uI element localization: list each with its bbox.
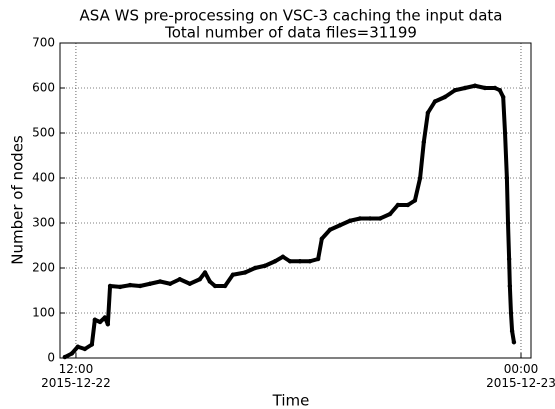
data-point <box>297 259 303 264</box>
data-point <box>511 340 517 345</box>
data-point <box>367 216 373 221</box>
data-point <box>272 259 278 264</box>
data-point <box>508 310 514 316</box>
data-point <box>127 282 133 288</box>
data-point <box>147 281 153 286</box>
x-tick-label: 12:00 2015-12-22 <box>41 362 111 390</box>
data-point <box>82 346 88 352</box>
data-point <box>504 175 510 181</box>
data-point <box>197 277 203 282</box>
y-tick-label: 100 <box>32 306 55 320</box>
x-tick-label: 00:00 2015-12-23 <box>486 362 555 390</box>
data-point <box>502 130 508 136</box>
data-point <box>357 216 363 221</box>
data-point <box>262 263 268 268</box>
y-tick-label: 300 <box>32 216 55 230</box>
data-point <box>337 223 343 228</box>
data-point <box>327 227 333 232</box>
data-point <box>157 279 163 284</box>
data-point <box>207 279 213 284</box>
data-point <box>462 85 468 91</box>
data-point <box>492 85 498 91</box>
data-point <box>482 85 488 91</box>
data-point <box>280 254 286 259</box>
y-tick-label: 500 <box>32 126 55 140</box>
data-point <box>417 175 423 181</box>
data-point <box>452 88 458 93</box>
y-tick-label: 200 <box>32 261 55 275</box>
data-point <box>506 256 512 262</box>
data-point <box>69 351 75 356</box>
y-tick-label: 600 <box>32 81 55 95</box>
data-line <box>63 83 516 359</box>
data-point <box>442 94 448 100</box>
data-point <box>405 202 411 208</box>
data-point <box>319 236 325 241</box>
data-point <box>242 270 248 275</box>
data-point <box>222 283 228 289</box>
data-point <box>432 99 438 104</box>
data-point <box>107 283 113 289</box>
data-point <box>212 283 218 289</box>
data-point <box>89 342 95 347</box>
data-point <box>472 83 478 88</box>
data-point <box>509 328 515 334</box>
data-point <box>92 317 98 322</box>
data-point <box>75 344 81 349</box>
data-point <box>97 319 103 325</box>
y-tick-label: 400 <box>32 171 55 185</box>
data-point <box>347 218 353 223</box>
data-point <box>315 256 321 262</box>
data-point <box>500 94 506 100</box>
y-tick-label: 0 <box>47 351 55 365</box>
data-point <box>387 211 393 217</box>
chart-subtitle: Total number of data files=31199 <box>164 24 417 42</box>
y-axis-label: Number of nodes <box>9 135 27 265</box>
data-point <box>117 284 123 290</box>
y-tick-label: 700 <box>32 36 55 50</box>
data-point <box>137 283 143 289</box>
data-point <box>177 277 182 282</box>
data-point <box>105 322 111 327</box>
data-point <box>187 281 193 286</box>
data-point <box>252 265 258 271</box>
data-point <box>377 216 383 221</box>
data-point <box>497 88 503 93</box>
chart-title: ASA WS pre-processing on VSC-3 caching t… <box>80 7 503 25</box>
data-point <box>202 270 208 275</box>
data-point <box>505 220 511 226</box>
data-point <box>425 110 431 115</box>
data-point <box>167 281 173 286</box>
data-point <box>307 259 313 264</box>
plot-frame <box>59 42 532 359</box>
data-point <box>230 272 236 277</box>
data-point <box>395 202 401 208</box>
data-point <box>287 259 293 264</box>
data-point <box>62 354 68 360</box>
data-point <box>421 139 427 145</box>
data-point <box>507 283 513 289</box>
x-axis-label: Time <box>272 392 310 409</box>
data-point <box>412 198 418 203</box>
data-point <box>102 315 108 320</box>
